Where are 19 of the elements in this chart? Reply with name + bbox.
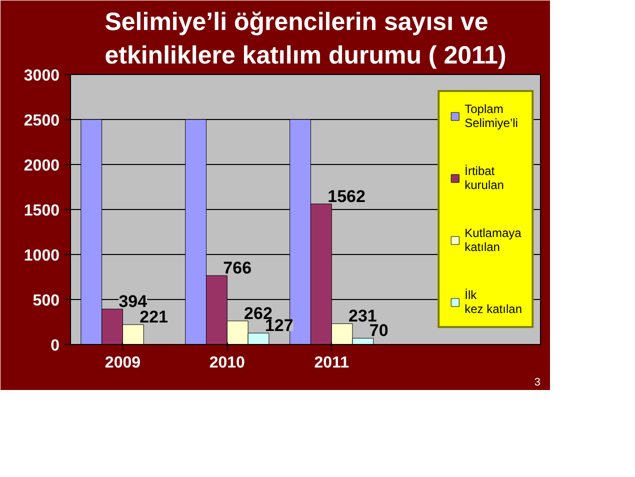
legend-label: Kutlamaya katılan — [464, 226, 522, 254]
y-tick-label: 2000 — [24, 158, 60, 174]
y-tick-label: 2500 — [24, 112, 60, 130]
data-label: 1562 — [328, 186, 366, 206]
y-tick-label: 500 — [32, 292, 60, 310]
data-label: 70 — [369, 321, 388, 340]
y-tick-label: 3000 — [24, 68, 60, 84]
x-tick-label: 2010 — [209, 354, 246, 372]
legend-label: İlk kez katılan — [464, 288, 522, 316]
y-tick-label: 1000 — [24, 248, 60, 264]
x-tick-label: 2009 — [104, 354, 141, 372]
x-tick-label: 2011 — [314, 354, 350, 372]
chart-title: Selimiye’li öğrencilerin sayısı ve etkinliklere katılım durumu ( 2011) — [104, 8, 506, 70]
y-tick-label: 1500 — [24, 202, 60, 220]
text: 3 — [534, 376, 541, 388]
y-tick-label: 0 — [50, 338, 60, 354]
legend-label: İrtibat kurulan — [464, 164, 504, 192]
data-label: 766 — [223, 258, 252, 278]
legend-label: Toplam Selimiye’li — [464, 102, 518, 130]
